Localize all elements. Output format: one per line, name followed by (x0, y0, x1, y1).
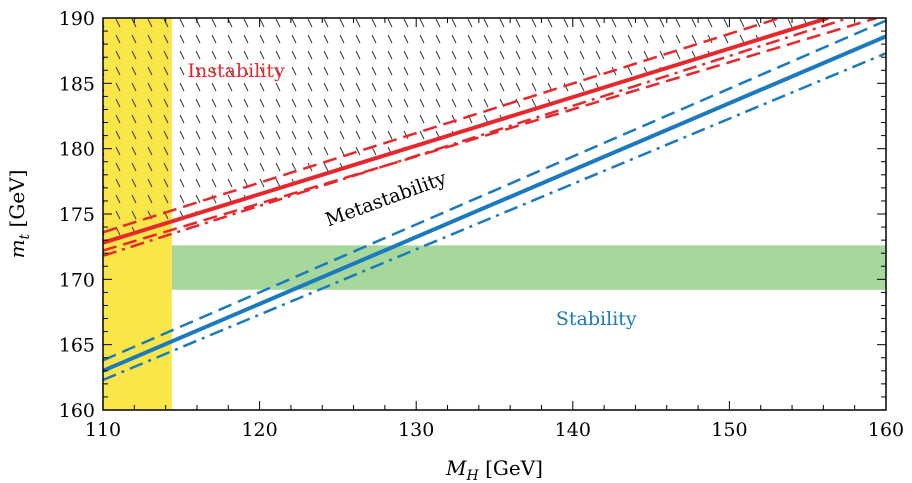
stability-label: Stability (556, 308, 637, 330)
y-tick-label: 175 (59, 204, 95, 226)
x-tick-label: 140 (555, 419, 591, 441)
horizontal-band-1 (171, 245, 886, 290)
metastability-label: Metastability (322, 167, 449, 231)
y-tick-label: 165 (59, 335, 95, 357)
series-instability-upper (103, 18, 780, 234)
series-stability-central (103, 34, 886, 373)
series-instability-central (103, 18, 829, 245)
x-tick-label: 150 (711, 419, 747, 441)
y-tick-label: 170 (59, 269, 95, 291)
instability-label: Instability (188, 60, 285, 82)
x-tick-label: 160 (868, 419, 904, 441)
lines-layer (103, 18, 886, 382)
series-instability-lower-dash (103, 18, 877, 252)
y-tick-label: 190 (59, 8, 95, 30)
x-tick-label: 110 (85, 419, 121, 441)
y-tick-label: 160 (59, 400, 95, 422)
y-tick-label: 185 (59, 73, 95, 95)
x-tick-label: 120 (241, 419, 277, 441)
x-axis-title: MH [GeV] (445, 456, 543, 483)
y-axis-title: mt [GeV] (5, 170, 33, 259)
ticks-layer (102, 17, 887, 411)
series-stability-lower-dashdot (103, 52, 886, 382)
x-tick-label: 130 (398, 419, 434, 441)
series-stability-upper (103, 19, 886, 362)
y-tick-label: 180 (59, 139, 95, 161)
